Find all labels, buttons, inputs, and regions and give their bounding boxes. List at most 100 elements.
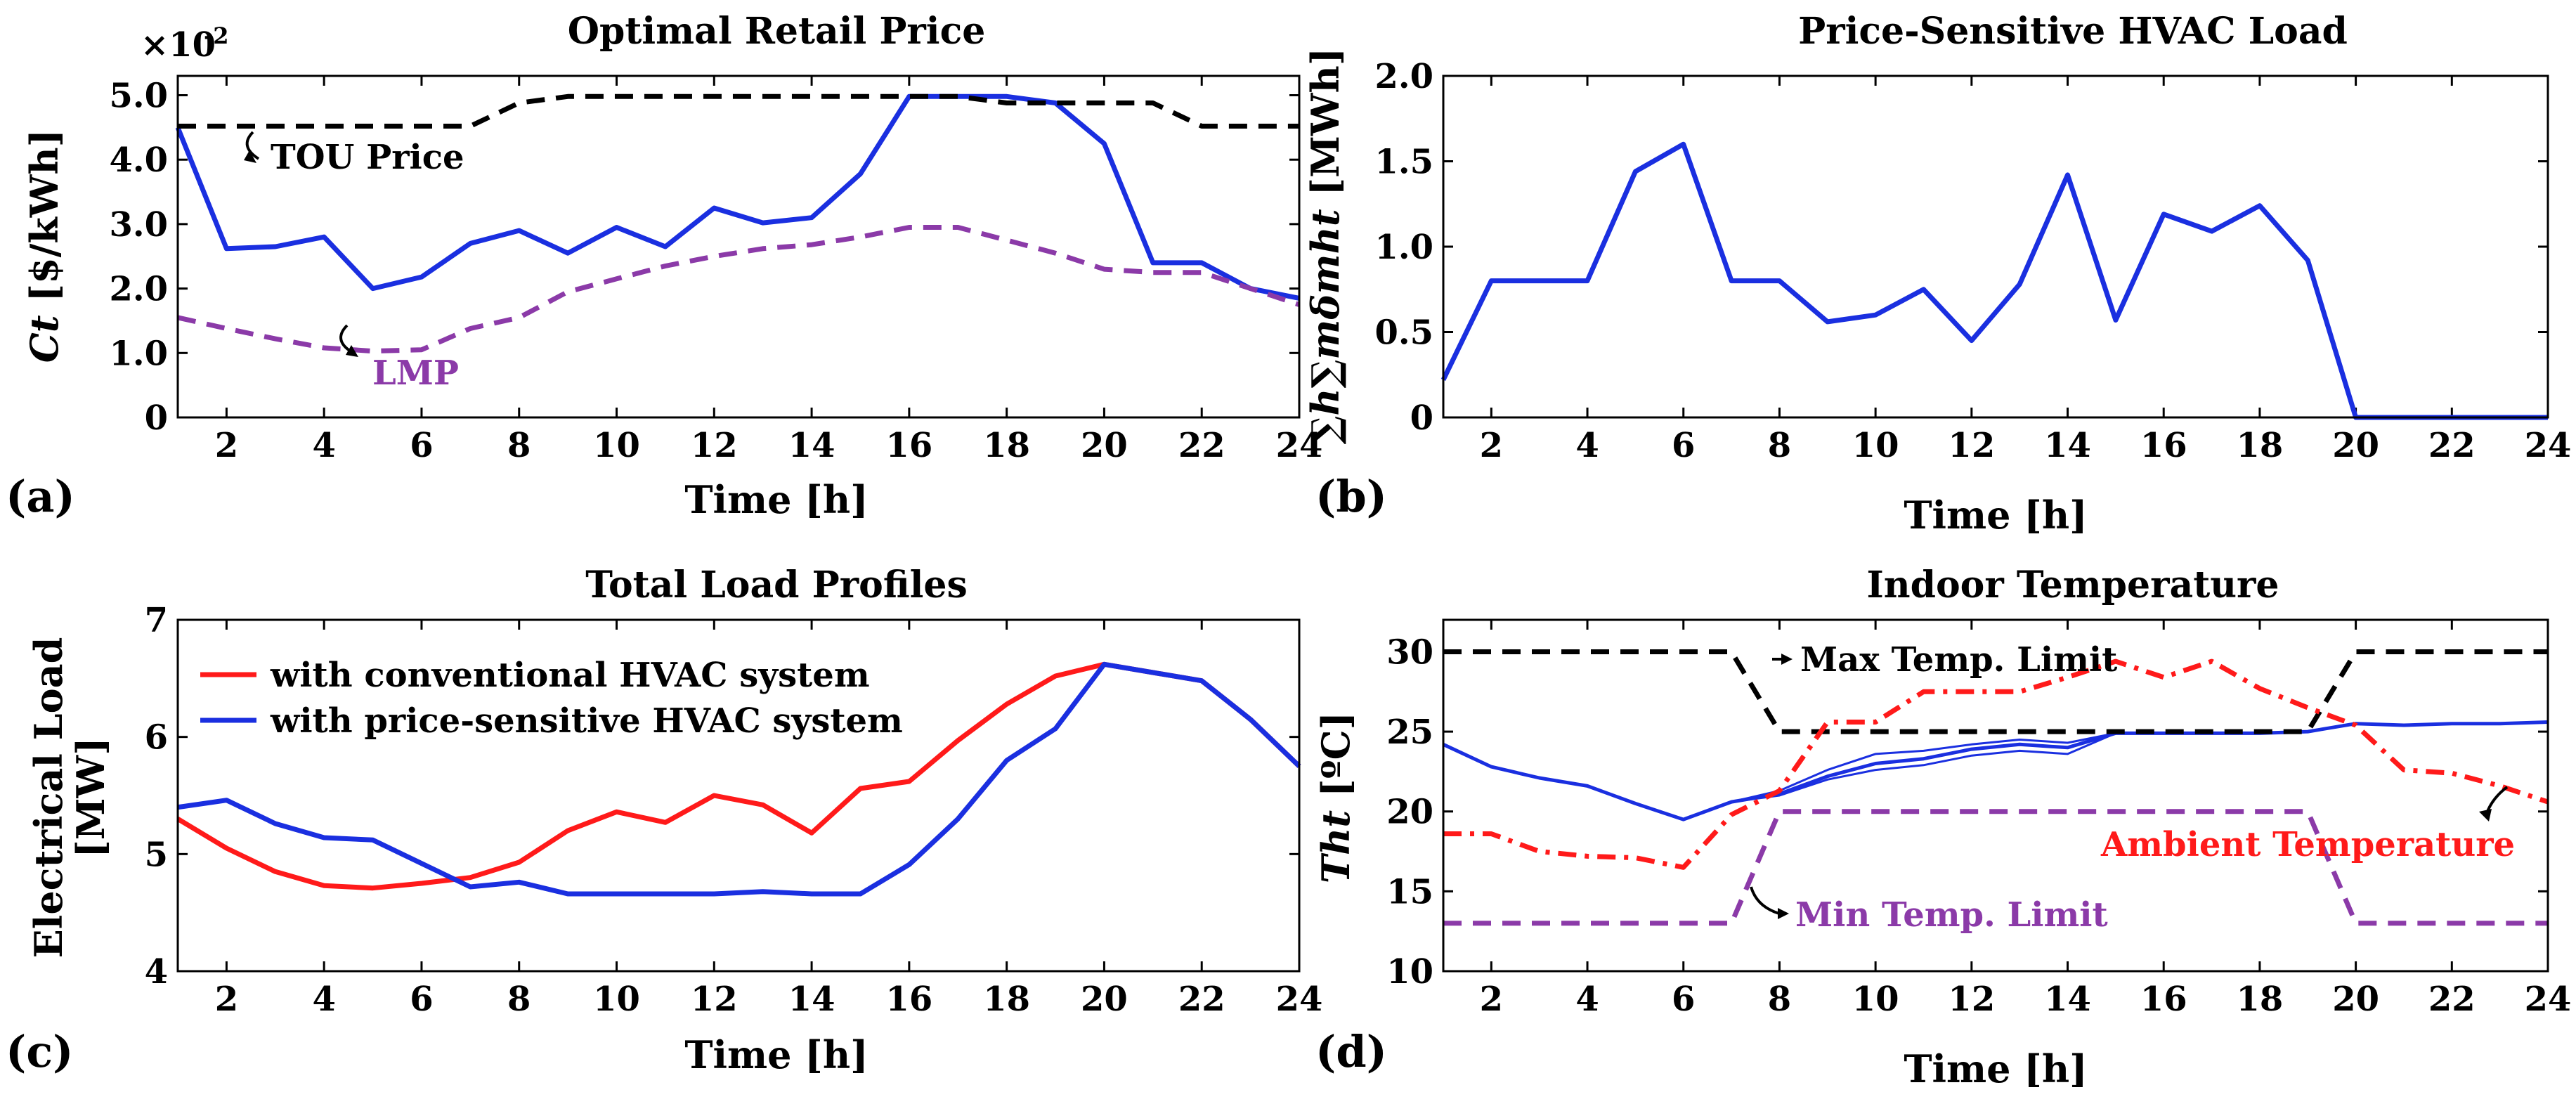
panel-c-ytick-label: 5 xyxy=(145,835,168,874)
panel-c-xtick-label: 24 xyxy=(1276,980,1323,1019)
panel-b-series-hvac-load xyxy=(1440,141,2548,420)
panel-c-ytick-label: 6 xyxy=(145,718,168,758)
panel-a-multiplier-base: ×10 xyxy=(141,25,216,65)
panel-b-letter: (b) xyxy=(1315,471,1387,522)
panel-d-series-indoor-temperature-homes- xyxy=(1443,721,2549,821)
panel-a-xtick-label: 22 xyxy=(1178,426,1225,465)
panel-d-series-ambient-temperature xyxy=(1443,658,2549,870)
lmp-annotation-arrowhead xyxy=(346,345,358,357)
panel-d-ylabel: Tht [ºC] xyxy=(1313,712,1358,883)
tou-annotation-arrowhead xyxy=(244,150,256,163)
panel-b-xtick-label: 10 xyxy=(1852,426,1899,465)
ambient-annotation-arrowhead xyxy=(2479,809,2492,821)
panel-a-ytick-label: 3.0 xyxy=(109,205,168,245)
panel-c-title: Total Load Profiles xyxy=(585,564,968,606)
ambient-temperature-label: Ambient Temperature xyxy=(2100,825,2515,864)
panel-b-xtick-label: 14 xyxy=(2044,426,2091,465)
panel-b-ytick-label: 2.0 xyxy=(1374,57,1433,96)
panel-c-frame xyxy=(176,618,1301,973)
panel-a-xtick-label: 24 xyxy=(1276,426,1323,465)
panel-a-series-lmp xyxy=(177,225,1301,354)
panel-a-ytick-label: 0 xyxy=(145,398,168,438)
panel-d-xtick-label: 6 xyxy=(1672,980,1695,1019)
panel-b-xtick-label: 12 xyxy=(1948,426,1995,465)
legend-label-price-sensitive: with price-sensitive HVAC system xyxy=(270,701,903,741)
panel-c-legend: with conventional HVAC system with price… xyxy=(200,656,903,741)
panel-b-ylabel: ∑h∑mδmht [MWh] xyxy=(1303,48,1348,445)
panel-b-xtick-label: 4 xyxy=(1575,426,1599,465)
panel-c-xtick-label: 2 xyxy=(215,980,238,1019)
panel-a-letter: (a) xyxy=(6,471,75,522)
panel-d-xtick-label: 14 xyxy=(2044,980,2091,1019)
panel-d-xtick-label: 16 xyxy=(2140,980,2187,1019)
panel-a-xtick-label: 6 xyxy=(410,426,433,465)
tou-annotation-arrow xyxy=(245,131,260,160)
panel-b-ytick-label: 1.5 xyxy=(1374,143,1433,182)
panel-c-xtick-label: 12 xyxy=(691,980,738,1019)
panel-a: Optimal Retail Price ×10 -2 2 4 6 8 10 12 14 16… xyxy=(6,10,1322,522)
tou-price-label: TOU Price xyxy=(271,138,464,177)
panel-c-xtick-label: 22 xyxy=(1178,980,1225,1019)
panel-c-ylabel-line2: [MW] xyxy=(68,737,113,858)
panel-d-xtick-label: 4 xyxy=(1575,980,1599,1019)
panel-b-xlabel: Time [h] xyxy=(1904,493,2087,538)
panel-b-title: Price-Sensitive HVAC Load xyxy=(1798,10,2348,53)
panel-d-ytick-label: 10 xyxy=(1386,952,1433,992)
panel-d-series-indoor-temperature-homes- xyxy=(1442,720,2549,821)
panel-b-xtick-label: 8 xyxy=(1768,426,1791,465)
panel-a-xlabel: Time [h] xyxy=(684,477,868,522)
panel-a-frame xyxy=(176,74,1301,419)
panel-d-title: Indoor Temperature xyxy=(1866,564,2279,606)
panel-a-xtick-label: 4 xyxy=(312,426,335,465)
panel-c-xtick-label: 16 xyxy=(885,980,932,1019)
panel-c-xlabel: Time [h] xyxy=(684,1032,868,1077)
panel-c-ylabel-line1: Electrical Load xyxy=(26,637,71,959)
panel-b-xtick-label: 16 xyxy=(2140,426,2187,465)
panel-a-series-optimal-retail-price xyxy=(175,93,1300,301)
panel-d-xtick-label: 18 xyxy=(2237,980,2284,1019)
panel-c-ytick-label: 7 xyxy=(145,601,168,640)
panel-d-xtick-label: 8 xyxy=(1768,980,1791,1019)
panel-c-series-with-price-sensitive-hvac-system xyxy=(177,661,1301,897)
panel-a-ytick-label: 4.0 xyxy=(109,141,168,180)
panel-a-xtick-label: 12 xyxy=(691,426,738,465)
min-temp-limit-label: Min Temp. Limit xyxy=(1795,895,2108,935)
panel-b-frame xyxy=(1442,74,2549,419)
panel-d-xtick-label: 22 xyxy=(2428,980,2476,1019)
panel-a-ytick-label: 1.0 xyxy=(109,334,168,373)
panel-c-xtick-label: 10 xyxy=(593,980,640,1019)
panel-b-xtick-label: 22 xyxy=(2428,426,2476,465)
panel-b-xtick-label: 24 xyxy=(2525,426,2572,465)
panel-a-series-tou-price xyxy=(178,93,1299,129)
panel-c: Total Load Profiles 2 4 6 8 10 12 14 16 18 20 22 24… xyxy=(6,564,1322,1077)
max-limit-annotation-arrowhead xyxy=(1781,654,1793,665)
panel-d-frame xyxy=(1442,618,2549,973)
panel-c-ytick-label: 4 xyxy=(145,952,168,992)
panel-d-ytick-label: 30 xyxy=(1386,632,1433,672)
panel-d-letter: (d) xyxy=(1315,1026,1387,1077)
min-limit-annotation-arrowhead xyxy=(1778,908,1789,919)
min-limit-annotation-arrow xyxy=(1750,886,1780,915)
panel-d-ytick-label: 25 xyxy=(1386,713,1433,752)
panel-c-xtick-label: 18 xyxy=(983,980,1030,1019)
panel-d: Indoor Temperature 2 4 6 8 10 12 14 16 18 20 22 241… xyxy=(1313,564,2571,1091)
panel-d-xtick-label: 10 xyxy=(1852,980,1899,1019)
panel-d-series-indoor-temperature-homes- xyxy=(1443,721,2549,821)
panel-d-ytick-label: 15 xyxy=(1386,872,1433,911)
max-temp-limit-label: Max Temp. Limit xyxy=(1800,640,2117,680)
panel-b: Price-Sensitive HVAC Load 2 4 6 8 10 12 14 16 18… xyxy=(1303,10,2571,538)
panel-b-ytick-label: 0 xyxy=(1410,398,1433,438)
panel-a-xtick-label: 16 xyxy=(885,426,932,465)
panel-d-xtick-label: 20 xyxy=(2332,980,2379,1019)
panel-b-xtick-label: 20 xyxy=(2332,426,2379,465)
panel-d-ytick-label: 20 xyxy=(1386,793,1433,832)
panel-b-xtick-label: 18 xyxy=(2237,426,2284,465)
panel-d-series-min-temp-limit xyxy=(1443,809,2548,926)
panel-a-ytick-label: 2.0 xyxy=(109,270,168,309)
panel-d-series-max-temp-limit xyxy=(1443,649,2548,734)
